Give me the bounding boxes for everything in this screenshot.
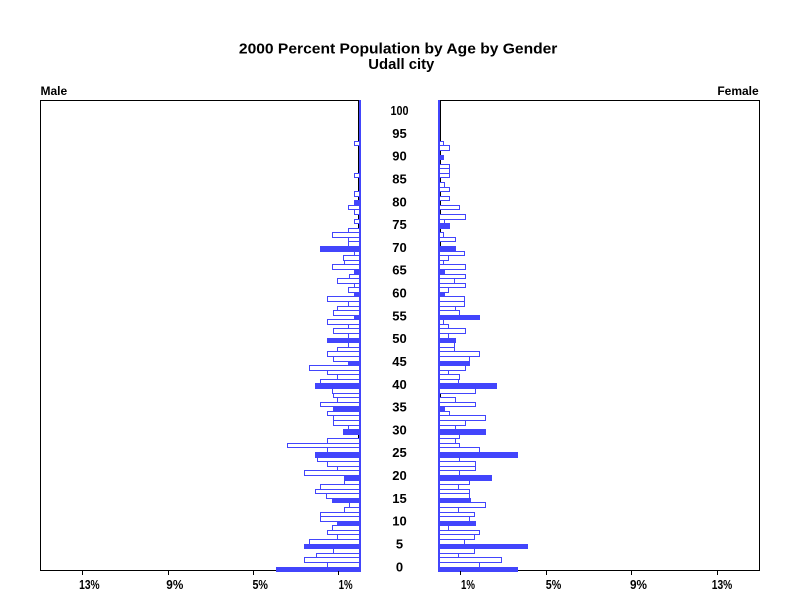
svg-text:Udall city: Udall city <box>368 56 435 73</box>
svg-text:2000 Percent Population by Age: 2000 Percent Population by Age by Gender <box>239 41 558 58</box>
svg-text:13%: 13% <box>712 577 733 592</box>
svg-text:5%: 5% <box>546 577 562 592</box>
svg-text:5: 5 <box>396 537 403 552</box>
svg-text:65: 65 <box>392 263 406 278</box>
svg-text:Female: Female <box>717 84 759 98</box>
svg-text:90: 90 <box>392 149 406 164</box>
svg-text:13%: 13% <box>79 577 100 592</box>
svg-text:60: 60 <box>392 286 406 301</box>
svg-text:40: 40 <box>392 377 406 392</box>
svg-text:45: 45 <box>392 354 406 369</box>
svg-text:80: 80 <box>392 194 406 209</box>
svg-text:95: 95 <box>392 126 406 141</box>
svg-text:85: 85 <box>392 172 406 187</box>
svg-text:20: 20 <box>392 468 406 483</box>
svg-text:Male: Male <box>41 84 68 98</box>
svg-text:35: 35 <box>392 400 406 415</box>
svg-text:9%: 9% <box>166 577 183 592</box>
svg-text:1%: 1% <box>339 577 353 592</box>
svg-text:100: 100 <box>391 103 409 118</box>
svg-text:25: 25 <box>392 445 406 460</box>
svg-text:15: 15 <box>392 491 406 506</box>
svg-text:75: 75 <box>392 217 406 232</box>
svg-text:0: 0 <box>396 559 403 574</box>
svg-text:70: 70 <box>392 240 406 255</box>
svg-text:50: 50 <box>392 331 406 346</box>
svg-text:10: 10 <box>392 514 406 529</box>
svg-text:55: 55 <box>392 308 406 323</box>
svg-text:5%: 5% <box>252 577 268 592</box>
svg-text:30: 30 <box>392 422 406 437</box>
svg-text:9%: 9% <box>630 577 647 592</box>
svg-text:1%: 1% <box>461 577 475 592</box>
